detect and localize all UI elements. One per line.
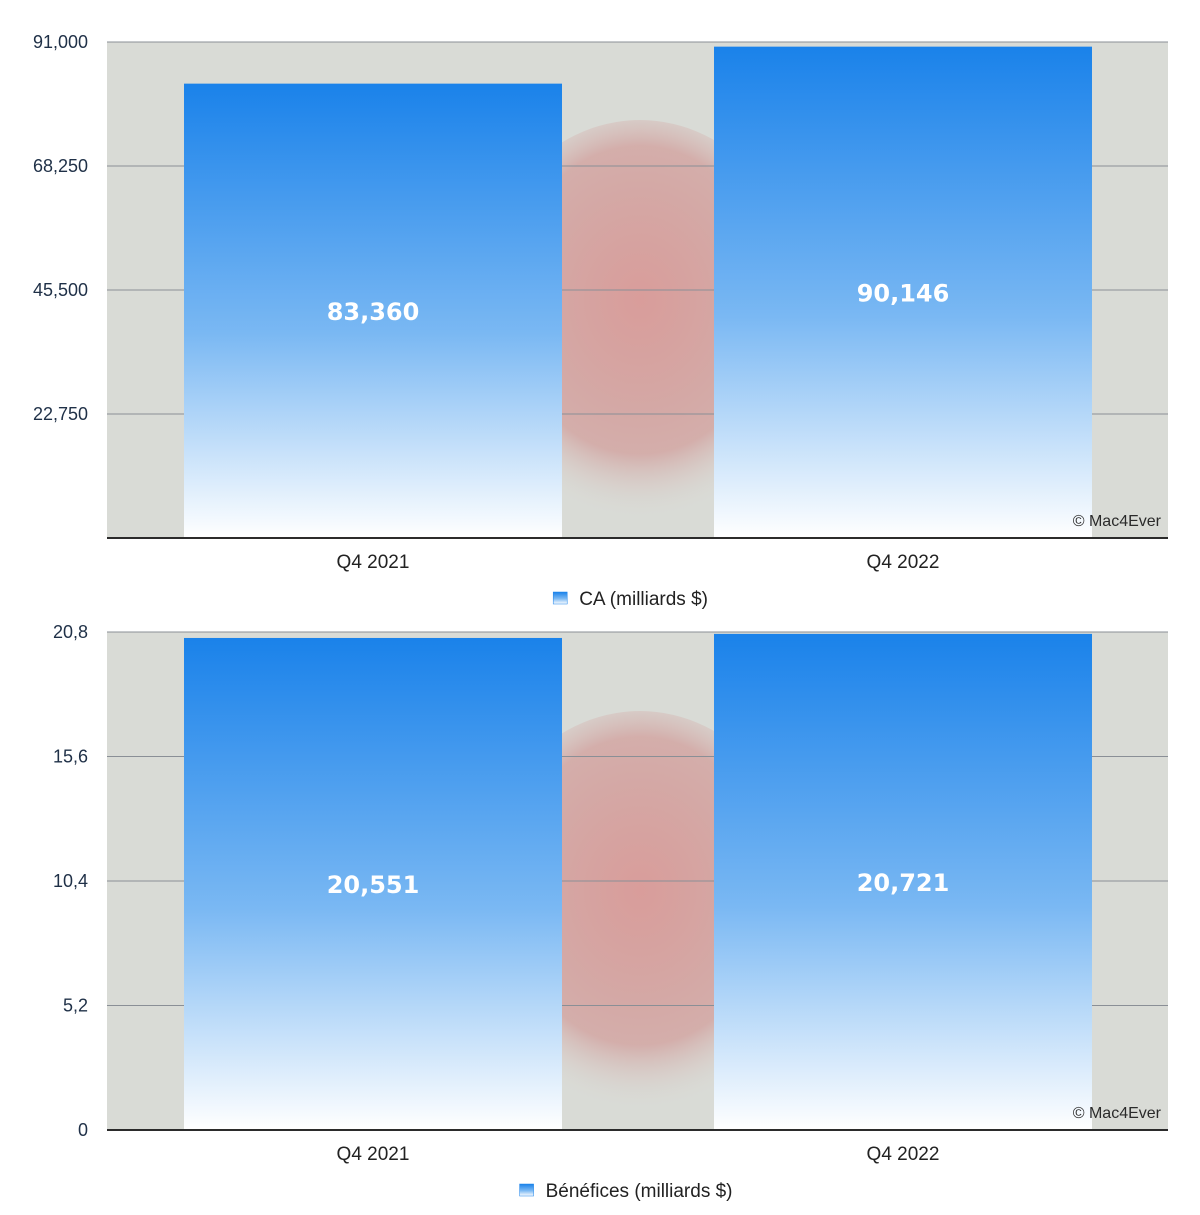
bar-data-label: 20,721 <box>857 869 950 897</box>
bar-data-label: 20,551 <box>327 871 420 899</box>
y-tick-label: 68,250 <box>33 156 88 176</box>
y-tick-label: 10,4 <box>53 871 88 891</box>
y-tick-label: 5,2 <box>63 996 88 1016</box>
x-category-label: Q4 2022 <box>867 1144 940 1165</box>
bar-data-label: 90,146 <box>857 279 950 307</box>
legend-swatch <box>552 591 568 605</box>
y-tick-label: 0 <box>78 1120 88 1140</box>
y-tick-label: 15,6 <box>53 747 88 767</box>
x-category-label: Q4 2022 <box>867 552 940 573</box>
legend-label: Bénéfices (milliards $) <box>546 1181 733 1202</box>
bar <box>184 83 562 538</box>
bar <box>714 633 1092 1130</box>
credit-text: © Mac4Ever <box>1073 1105 1162 1122</box>
y-tick-label: 91,000 <box>33 32 88 52</box>
bar <box>184 637 562 1130</box>
x-category-label: Q4 2021 <box>337 552 410 573</box>
legend-swatch <box>519 1183 534 1197</box>
bar-data-label: 83,360 <box>327 298 420 326</box>
x-category-label: Q4 2021 <box>337 1144 410 1165</box>
bar <box>714 46 1092 538</box>
y-tick-label: 22,750 <box>33 404 88 424</box>
legend-label: CA (milliards $) <box>579 589 708 610</box>
credit-text: © Mac4Ever <box>1073 513 1162 530</box>
y-tick-label: 20,8 <box>53 622 88 642</box>
y-tick-label: 45,500 <box>33 280 88 300</box>
